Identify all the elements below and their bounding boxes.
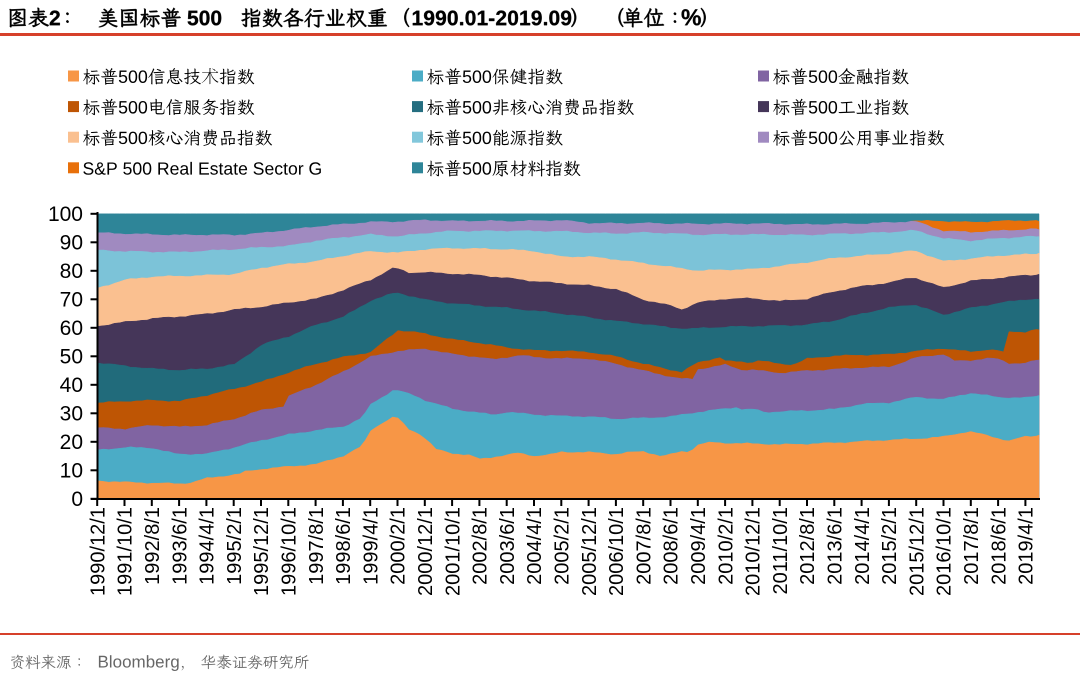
svg-text:1991/10/1: 1991/10/1 <box>115 507 137 596</box>
svg-text:2007/8/1: 2007/8/1 <box>633 507 655 585</box>
svg-text:2012/8/1: 2012/8/1 <box>797 507 819 585</box>
svg-text:2006/10/1: 2006/10/1 <box>606 507 628 596</box>
svg-text:2005/12/1: 2005/12/1 <box>579 507 601 596</box>
svg-text:2019/4/1: 2019/4/1 <box>1016 507 1038 585</box>
svg-text:60: 60 <box>60 317 83 340</box>
svg-text:2015/12/1: 2015/12/1 <box>906 507 928 596</box>
svg-text:1995/2/1: 1995/2/1 <box>224 507 246 585</box>
svg-text:2003/6/1: 2003/6/1 <box>497 507 519 585</box>
svg-text:2001/10/1: 2001/10/1 <box>442 507 464 596</box>
svg-text:2000/12/1: 2000/12/1 <box>415 507 437 596</box>
svg-text:80: 80 <box>60 260 83 283</box>
svg-text:10: 10 <box>60 459 83 482</box>
svg-text:1994/4/1: 1994/4/1 <box>197 507 219 585</box>
svg-text:2013/6/1: 2013/6/1 <box>825 507 847 585</box>
svg-text:2002/8/1: 2002/8/1 <box>470 507 492 585</box>
svg-text:0: 0 <box>71 488 83 511</box>
svg-text:2017/8/1: 2017/8/1 <box>961 507 983 585</box>
svg-text:1996/10/1: 1996/10/1 <box>279 507 301 596</box>
svg-text:1995/12/1: 1995/12/1 <box>251 507 273 596</box>
svg-text:1997/8/1: 1997/8/1 <box>306 507 328 585</box>
svg-text:2000/2/1: 2000/2/1 <box>388 507 410 585</box>
svg-text:2008/6/1: 2008/6/1 <box>661 507 683 585</box>
svg-text:30: 30 <box>60 402 83 425</box>
svg-text:2010/12/1: 2010/12/1 <box>743 507 765 596</box>
svg-text:90: 90 <box>60 231 83 254</box>
svg-text:1999/4/1: 1999/4/1 <box>360 507 382 585</box>
svg-text:1993/6/1: 1993/6/1 <box>169 507 191 585</box>
svg-text:2005/2/1: 2005/2/1 <box>552 507 574 585</box>
svg-text:1990/12/1: 1990/12/1 <box>87 507 109 596</box>
svg-text:2016/10/1: 2016/10/1 <box>934 507 956 596</box>
svg-text:70: 70 <box>60 288 83 311</box>
svg-text:2010/2/1: 2010/2/1 <box>715 507 737 585</box>
svg-text:2018/6/1: 2018/6/1 <box>988 507 1010 585</box>
svg-text:1998/6/1: 1998/6/1 <box>333 507 355 585</box>
svg-text:2011/10/1: 2011/10/1 <box>770 507 792 595</box>
svg-text:2015/2/1: 2015/2/1 <box>879 507 901 585</box>
svg-text:1992/8/1: 1992/8/1 <box>142 507 164 585</box>
svg-text:100: 100 <box>48 203 83 226</box>
svg-text:40: 40 <box>60 374 83 397</box>
svg-text:20: 20 <box>60 431 83 454</box>
svg-text:50: 50 <box>60 345 83 368</box>
svg-text:2014/4/1: 2014/4/1 <box>852 507 874 585</box>
svg-text:2009/4/1: 2009/4/1 <box>688 507 710 585</box>
svg-text:2004/4/1: 2004/4/1 <box>524 507 546 585</box>
